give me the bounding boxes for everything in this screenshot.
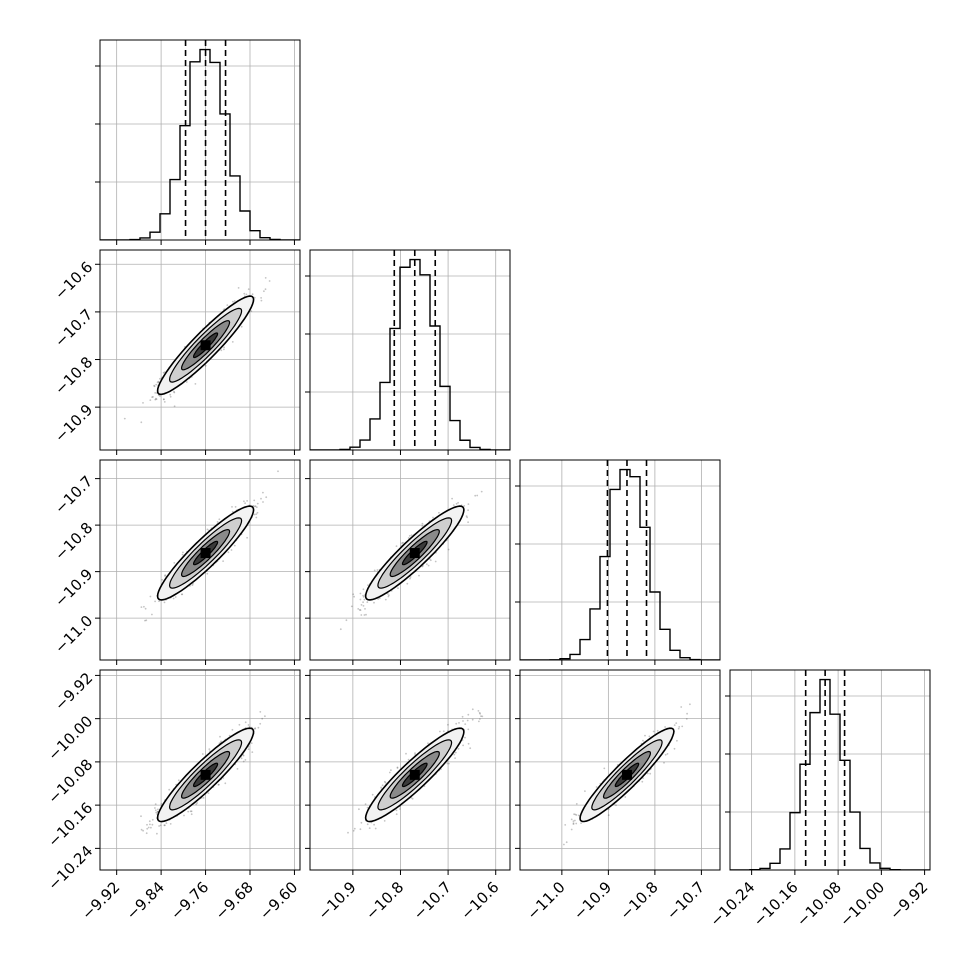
x-tick-label: −10.24	[706, 878, 758, 930]
x-tick-label: −9.60	[256, 878, 301, 923]
y-tick-label: −9.92	[51, 669, 96, 714]
panel-3-0	[95, 669, 301, 875]
histogram-3	[730, 678, 930, 870]
density-peak-3-0	[200, 769, 211, 780]
x-tick-label: −10.8	[616, 878, 661, 923]
panel-3-3	[725, 669, 931, 875]
x-tick-label: −10.7	[410, 878, 455, 923]
panel-frame-3-0	[99, 669, 301, 871]
y-tick-label: −10.7	[51, 306, 96, 351]
x-tick-label: −9.84	[123, 878, 168, 923]
panel-frame-3-2	[519, 669, 721, 871]
density-peak-3-1	[409, 769, 420, 780]
panel-2-1	[305, 459, 511, 665]
panel-frame-1-1	[309, 249, 511, 451]
x-tick-label: −10.8	[362, 878, 407, 923]
panel-1-0	[95, 249, 301, 455]
y-tick-label: −11.0	[51, 612, 96, 657]
x-tick-label: −10.00	[836, 878, 888, 930]
x-tick-label: −9.76	[167, 878, 212, 923]
panel-frame-3-3	[729, 669, 931, 871]
x-tick-label: −11.0	[523, 878, 568, 923]
y-tick-label: −10.16	[44, 799, 96, 851]
x-tick-label: −10.9	[314, 878, 359, 923]
panel-frame-1-0	[99, 249, 301, 451]
x-tick-label: −9.92	[78, 878, 123, 923]
y-tick-label: −10.6	[51, 258, 96, 303]
panel-2-2	[515, 459, 721, 665]
panel-frame-2-0	[99, 459, 301, 661]
x-tick-label: −9.68	[212, 878, 257, 923]
y-tick-label: −10.24	[44, 842, 96, 894]
panel-frame-2-1	[309, 459, 511, 661]
y-tick-label: −10.9	[51, 401, 96, 446]
density-peak-2-1	[409, 548, 420, 559]
panel-3-1	[305, 669, 511, 875]
x-tick-label: −10.6	[457, 878, 502, 923]
x-tick-label: −10.08	[793, 878, 845, 930]
y-tick-label: −10.8	[51, 519, 96, 564]
panel-frame-0-0	[99, 39, 301, 241]
density-peak-1-0	[200, 340, 211, 351]
y-tick-label: −10.00	[44, 712, 96, 764]
histogram-1	[310, 258, 510, 450]
x-tick-label: −9.92	[886, 878, 931, 923]
histogram-2	[520, 468, 720, 660]
panel-3-2	[515, 669, 721, 875]
y-tick-label: −10.7	[51, 472, 96, 517]
y-tick-label: −10.8	[51, 353, 96, 398]
x-tick-label: −10.16	[750, 878, 802, 930]
x-tick-label: −10.7	[663, 878, 708, 923]
y-tick-label: −10.08	[44, 756, 96, 808]
y-tick-label: −10.9	[51, 565, 96, 610]
x-tick-label: −10.9	[570, 878, 615, 923]
panel-2-0	[95, 459, 301, 665]
panel-0-0	[95, 39, 301, 245]
histogram-0	[100, 48, 300, 240]
density-peak-3-2	[621, 769, 632, 780]
panel-frame-3-1	[309, 669, 511, 871]
panel-1-1	[305, 249, 511, 455]
density-peak-2-0	[200, 548, 211, 559]
panel-frame-2-2	[519, 459, 721, 661]
